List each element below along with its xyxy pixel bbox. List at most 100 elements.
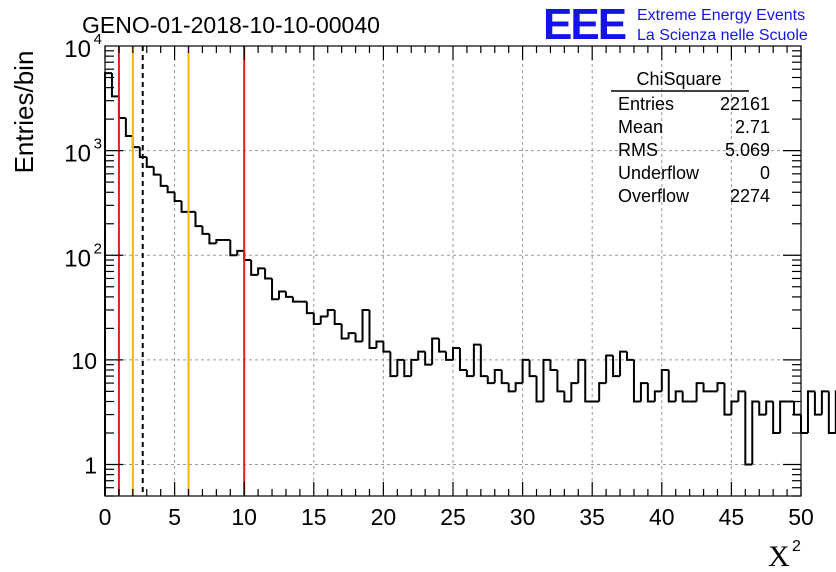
x-tick-label-50: 50 bbox=[788, 504, 814, 530]
histogram-bin-52 bbox=[465, 370, 474, 378]
grid bbox=[105, 46, 801, 496]
histogram-bin-35 bbox=[347, 332, 356, 339]
histogram-bin-31 bbox=[319, 315, 328, 325]
histogram-bin-60 bbox=[521, 358, 530, 384]
histogram-bin-18 bbox=[229, 239, 238, 257]
histogram-bin-94 bbox=[758, 401, 767, 416]
histogram-bin-46 bbox=[424, 351, 433, 366]
histogram-bin-10 bbox=[173, 192, 182, 203]
histogram-bin-57 bbox=[500, 370, 509, 385]
stats-value-mean: 2.71 bbox=[735, 117, 770, 137]
histogram-bin-25 bbox=[278, 290, 286, 300]
histogram-bin-8 bbox=[159, 174, 168, 187]
x-axis-label-exp: 2 bbox=[792, 538, 801, 555]
histogram-bin-58 bbox=[507, 383, 516, 393]
y-axis-label: Entries/bin bbox=[9, 51, 39, 174]
x-tick-label-35: 35 bbox=[579, 504, 605, 530]
stats-label-rms: RMS bbox=[618, 140, 658, 160]
histogram-bin-92 bbox=[744, 391, 753, 466]
x-tick-label-40: 40 bbox=[649, 504, 675, 530]
histogram-bin-72 bbox=[605, 354, 614, 384]
histogram-bin-78 bbox=[646, 383, 655, 403]
histogram-bin-47 bbox=[431, 337, 440, 365]
histogram-bars bbox=[104, 72, 836, 496]
histogram-bin-16 bbox=[215, 238, 224, 244]
histogram-bin-36 bbox=[354, 333, 363, 343]
histogram-bin-14 bbox=[201, 226, 210, 235]
histogram-bin-54 bbox=[479, 344, 488, 378]
histogram-bin-39 bbox=[375, 340, 384, 348]
histogram-bin-33 bbox=[333, 309, 342, 326]
histogram-bin-93 bbox=[751, 400, 760, 465]
histogram-bin-91 bbox=[737, 390, 746, 402]
histogram-bin-40 bbox=[382, 341, 391, 353]
histogram-bin-104 bbox=[827, 391, 836, 435]
histogram-bin-88 bbox=[716, 382, 725, 392]
x-axis-label-base: X bbox=[768, 540, 790, 572]
histogram-bin-44 bbox=[410, 358, 419, 377]
logo-line-2: La Scienza nelle Scuole bbox=[637, 27, 808, 44]
threshold-lines bbox=[117, 46, 246, 496]
histogram-bin-86 bbox=[702, 383, 711, 393]
y-tick-label-exp: 3 bbox=[94, 136, 102, 153]
x-tick-label-10: 10 bbox=[231, 504, 257, 530]
stats-value-entries: 22161 bbox=[720, 94, 770, 114]
histogram-bin-49 bbox=[445, 351, 453, 361]
stats-value-rms: 5.069 bbox=[725, 140, 770, 160]
histogram-bin-61 bbox=[528, 359, 537, 378]
histogram-bin-30 bbox=[312, 313, 321, 326]
stats-row-rms: RMS 5.069 bbox=[618, 140, 770, 160]
histogram-bin-50 bbox=[452, 346, 460, 360]
y-tick-label-10000: 10 4 bbox=[64, 31, 102, 63]
histogram-bin-7 bbox=[152, 166, 161, 176]
x-tick-label-5: 5 bbox=[168, 504, 181, 530]
histogram-bin-29 bbox=[305, 301, 314, 315]
histogram-bin-3 bbox=[124, 118, 133, 137]
histogram-bin-41 bbox=[389, 351, 398, 378]
y-tick-label-base: 10 bbox=[64, 141, 91, 168]
chart-title: GENO-01-2018-10-10-00040 bbox=[82, 12, 380, 38]
stats-label-mean: Mean bbox=[618, 117, 663, 137]
histogram-bin-79 bbox=[653, 390, 662, 402]
stats-row-underflow: Underflow 0 bbox=[618, 163, 770, 183]
histogram-bin-4 bbox=[131, 135, 140, 149]
histogram-bin-56 bbox=[493, 369, 502, 384]
histogram-bin-100 bbox=[800, 414, 808, 435]
histogram-bin-6 bbox=[145, 156, 154, 168]
histogram-bin-99 bbox=[793, 401, 801, 416]
histogram-bin-97 bbox=[779, 400, 788, 434]
eee-logo: EEE Extreme Energy Events La Scienza nel… bbox=[543, 0, 808, 49]
stats-label-overflow: Overflow bbox=[618, 186, 690, 206]
axis-ticks bbox=[104, 46, 802, 497]
histogram-bin-101 bbox=[806, 390, 815, 434]
histogram-bin-24 bbox=[271, 278, 279, 301]
histogram-bin-43 bbox=[403, 359, 412, 378]
x-tick-labels: 0 5 10 15 20 25 30 35 40 45 50 bbox=[99, 504, 814, 530]
histogram-bin-55 bbox=[486, 376, 495, 385]
stats-row-mean: Mean 2.71 bbox=[618, 117, 770, 137]
histogram-bin-90 bbox=[730, 400, 739, 415]
histogram-bin-77 bbox=[639, 382, 648, 402]
histogram-bin-11 bbox=[180, 201, 189, 213]
histogram-bin-13 bbox=[194, 211, 203, 228]
logo-line-1: Extreme Energy Events bbox=[637, 7, 805, 24]
histogram-bin-89 bbox=[723, 383, 732, 416]
histogram-bin-85 bbox=[695, 382, 704, 402]
stats-row-overflow: Overflow 2274 bbox=[618, 186, 770, 206]
histogram-bin-48 bbox=[438, 338, 447, 353]
histogram-bin-80 bbox=[660, 369, 669, 392]
y-tick-label-100: 10 2 bbox=[64, 240, 102, 272]
histogram-bin-34 bbox=[340, 324, 349, 340]
histogram-bin-53 bbox=[472, 343, 481, 377]
histogram-bin-19 bbox=[236, 249, 245, 256]
histogram-bin-82 bbox=[674, 390, 683, 402]
histogram-bin-102 bbox=[813, 391, 822, 416]
histogram-bin-74 bbox=[619, 350, 627, 377]
histogram-bin-63 bbox=[542, 358, 551, 402]
histogram-bin-103 bbox=[820, 390, 829, 415]
logo-mark: EEE bbox=[543, 0, 626, 49]
y-tick-label-1: 1 bbox=[84, 453, 97, 479]
x-tick-label-25: 25 bbox=[440, 504, 466, 530]
